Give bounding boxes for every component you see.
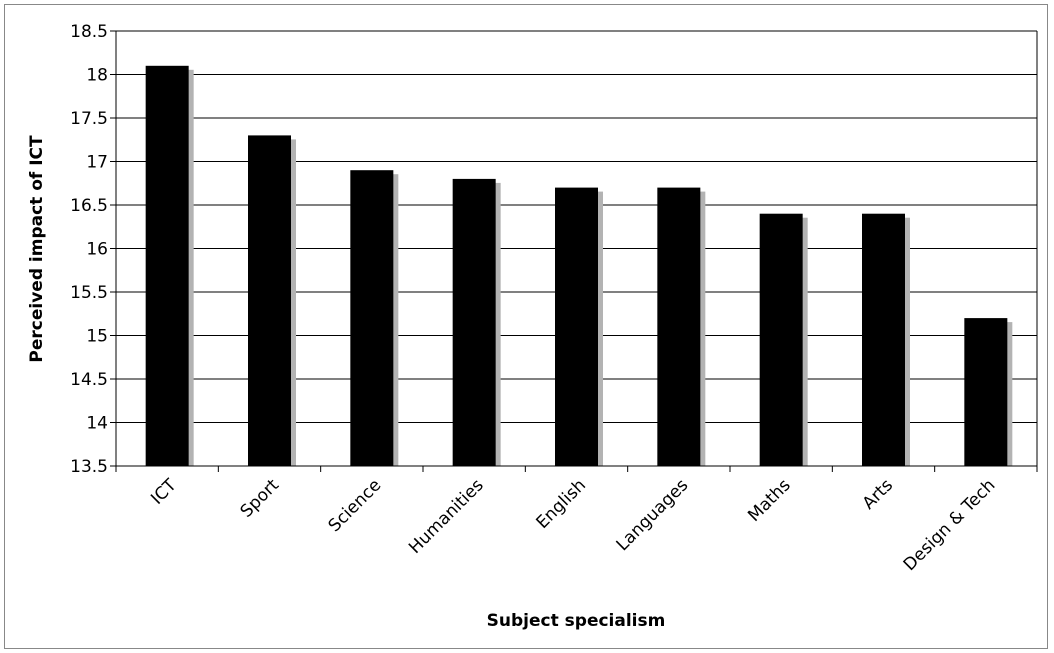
y-tick-label: 18.5 [70, 22, 108, 42]
axes [115, 31, 1038, 472]
x-axis-title: Subject specialism [487, 611, 666, 631]
bar-science [350, 170, 394, 466]
x-tick-label: Design & Tech [900, 475, 1000, 575]
x-tick-label: English [532, 475, 590, 533]
y-tick-label: 13.5 [70, 457, 108, 477]
y-tick-label: 14.5 [70, 370, 108, 390]
y-tick-labels: 13.5 14 14.5 15 15.5 16 16.5 17 17.5 18 18.5 [70, 22, 108, 477]
bar-ict [145, 65, 189, 467]
y-axis-title: Perceived impact of ICT [27, 135, 47, 363]
bar-humanities [452, 178, 496, 466]
x-tick-labels: ICT Sport Science Humanities English Language… [147, 475, 999, 575]
y-tick-label: 14 [86, 414, 108, 434]
x-tick-label: Science [325, 475, 386, 536]
bar-languages [657, 187, 701, 466]
y-tick-label: 18 [86, 66, 108, 86]
y-tick-label: 17 [86, 153, 108, 173]
x-tick-label: Maths [744, 475, 795, 526]
x-tick-label: ICT [147, 475, 181, 509]
bar-design-tech [964, 318, 1008, 466]
y-tick-label: 16 [86, 240, 108, 260]
y-tick-label: 16.5 [70, 196, 108, 216]
bars [145, 65, 1013, 467]
x-tick-label: Arts [859, 475, 897, 513]
bar-english [555, 187, 598, 466]
bar-arts [862, 213, 905, 466]
y-tick-label: 15 [86, 327, 108, 347]
x-tick-label: Sport [237, 475, 284, 522]
y-tick-label: 15.5 [70, 283, 108, 303]
bar-maths [759, 213, 803, 466]
y-tick-label: 17.5 [70, 109, 108, 129]
x-tick-label: Languages [613, 475, 693, 555]
bar-sport [248, 135, 291, 466]
x-tick-label: Humanities [405, 475, 488, 558]
